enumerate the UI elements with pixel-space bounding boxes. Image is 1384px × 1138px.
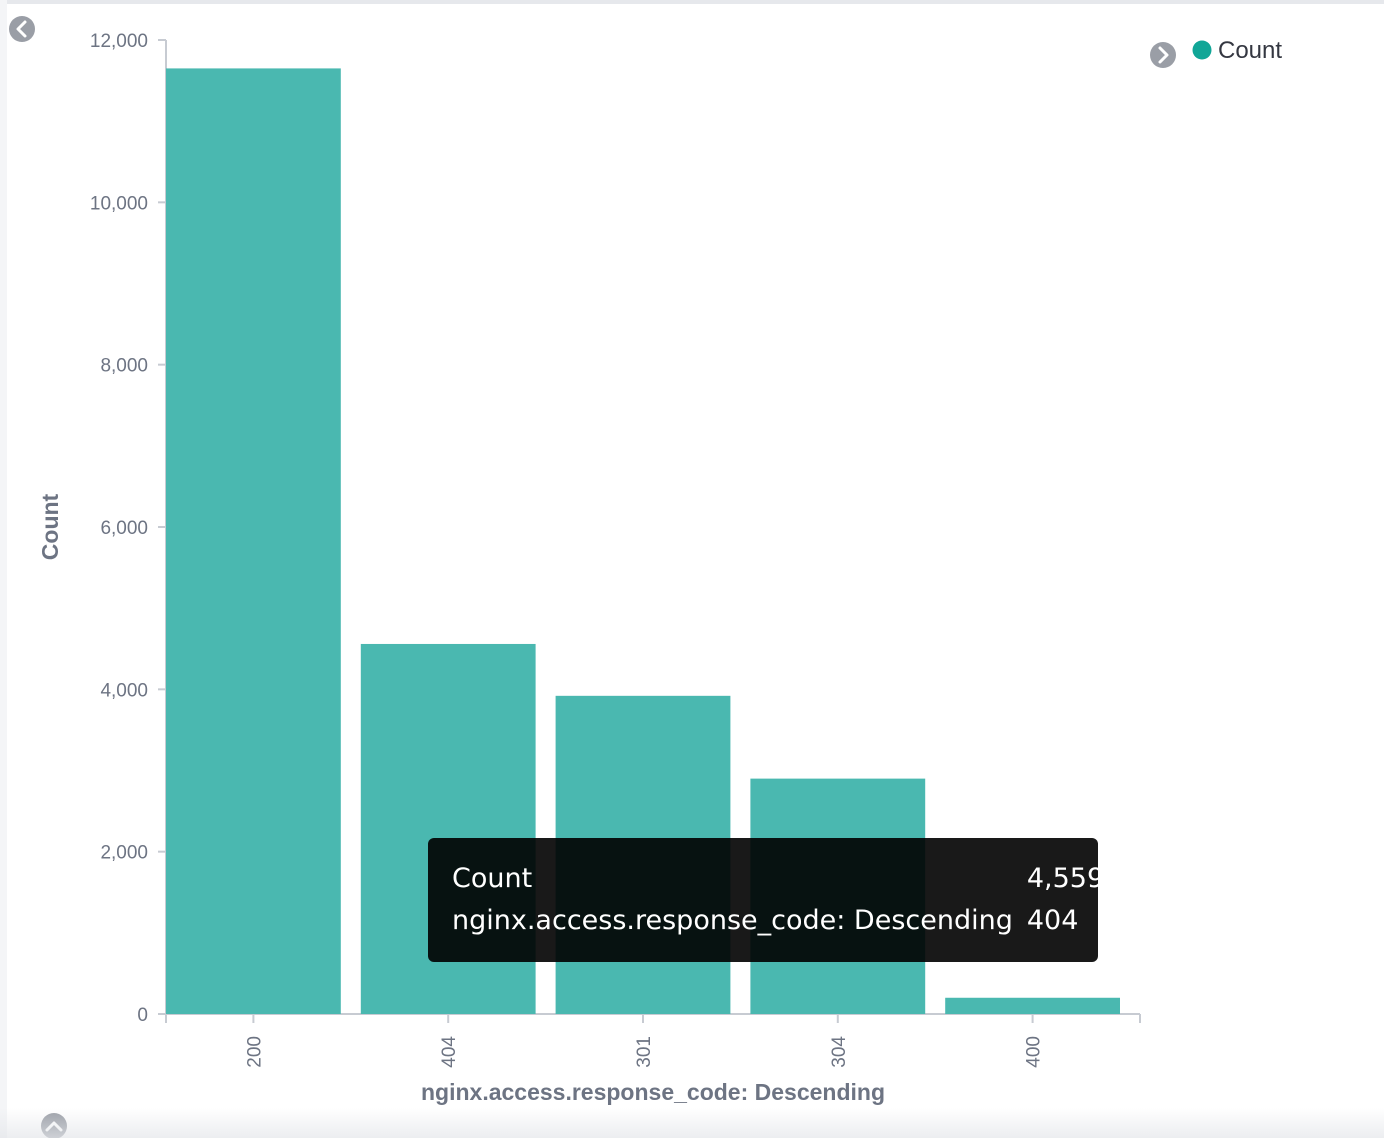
x-tick-label: 301 bbox=[634, 1036, 655, 1068]
top-border bbox=[0, 0, 1384, 4]
chart-tooltip: Count 4,559 nginx.access.response_code: … bbox=[428, 838, 1104, 962]
left-border bbox=[0, 0, 7, 1138]
bar-400[interactable] bbox=[945, 997, 1120, 1014]
x-axis-title: nginx.access.response_code: Descending bbox=[421, 1079, 885, 1105]
tooltip-label: Count bbox=[452, 863, 533, 894]
y-ticks: 0 2,000 4,000 6,000 8,000 10,000 12,000 bbox=[90, 31, 166, 1026]
y-tick-label: 8,000 bbox=[100, 356, 148, 377]
bottom-shade bbox=[0, 1108, 1384, 1138]
chevron-left-icon[interactable] bbox=[9, 16, 35, 42]
legend-swatch bbox=[1192, 40, 1212, 60]
x-tick-label: 400 bbox=[1024, 1036, 1045, 1068]
x-ticks: 200 404 301 304 400 bbox=[165, 1014, 1141, 1068]
tooltip-label: nginx.access.response_code: Descending bbox=[452, 905, 1013, 936]
y-tick-label: 4,000 bbox=[100, 680, 148, 701]
chevron-right-icon[interactable] bbox=[1150, 42, 1176, 68]
tooltip-row: Count 4,559 bbox=[452, 858, 1104, 900]
tooltip-row: nginx.access.response_code: Descending 4… bbox=[452, 900, 1104, 942]
tooltip-value: 4,559 bbox=[1026, 863, 1105, 894]
tooltip-value: 404 bbox=[1026, 905, 1079, 936]
y-tick-label: 12,000 bbox=[90, 31, 148, 52]
legend-label: Count bbox=[1218, 37, 1282, 64]
y-tick-label: 2,000 bbox=[100, 843, 148, 864]
legend-item-count[interactable]: Count bbox=[1192, 37, 1283, 64]
bar-200[interactable] bbox=[166, 68, 341, 1015]
y-tick-label: 6,000 bbox=[100, 518, 148, 539]
x-tick-label: 304 bbox=[829, 1036, 850, 1068]
x-tick-label: 404 bbox=[439, 1036, 460, 1068]
y-tick-label: 0 bbox=[137, 1005, 148, 1026]
x-tick-label: 200 bbox=[244, 1036, 265, 1068]
y-axis-title: Count bbox=[37, 493, 63, 560]
y-tick-label: 10,000 bbox=[90, 193, 148, 214]
